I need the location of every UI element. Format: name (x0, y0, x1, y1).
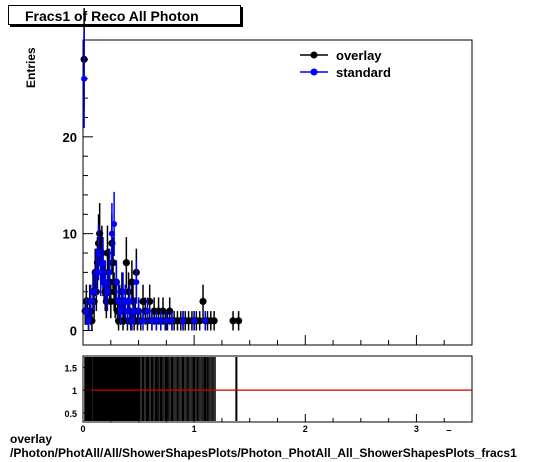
data-point-standard (133, 279, 140, 286)
data-point-standard (180, 317, 187, 324)
data-point-overlay (196, 317, 204, 325)
data-point-standard (168, 317, 175, 324)
ratio-y-tick-label: 1 (72, 386, 77, 396)
data-point-overlay (199, 297, 207, 306)
footer-path: /Photon/PhotAll/All/ShowerShapesPlots/Ph… (10, 446, 517, 460)
data-point-standard (85, 317, 92, 324)
y-tick-label: 10 (63, 227, 77, 242)
data-point-standard (153, 317, 160, 324)
data-point-standard (163, 317, 170, 324)
ratio-x-tick-label: 0 (80, 424, 85, 434)
data-point-standard (113, 279, 120, 286)
ratio-plot-frame (82, 355, 473, 423)
data-point-standard (131, 308, 138, 315)
footer-label: overlay (10, 432, 53, 446)
ratio-x-tick-label: 1 (192, 424, 197, 434)
data-point-standard (87, 298, 94, 305)
data-point-standard (126, 298, 133, 305)
y-tick-label: 0 (70, 323, 77, 338)
data-point-standard (140, 317, 147, 324)
data-point-standard (106, 269, 113, 276)
data-point-standard (135, 308, 142, 315)
data-point-standard (144, 308, 151, 315)
data-point-overlay (122, 259, 130, 267)
data-point-standard (202, 317, 209, 324)
data-point-overlay (109, 259, 117, 267)
x-overflow-mark: ⁻ (446, 427, 452, 439)
data-point-standard (81, 75, 88, 82)
ratio-y-tick-label: 1.5 (64, 363, 77, 373)
legend-label-overlay: overlay (336, 48, 382, 63)
data-point-overlay (128, 278, 136, 286)
data-point-standard (157, 317, 164, 324)
legend-label-standard: standard (336, 65, 391, 80)
data-point-standard (191, 317, 198, 324)
ratio-y-tick-label: 0.5 (64, 409, 77, 419)
data-point-overlay (210, 317, 218, 325)
data-point-overlay (229, 317, 237, 325)
y-tick-label: 20 (63, 130, 77, 145)
legend-marker-overlay (310, 51, 318, 59)
chart-title-box: Fracs1 of Reco All Photon (8, 5, 241, 25)
ratio-x-tick-label: 3 (414, 424, 419, 434)
ratio-x-tick-label: 2 (303, 424, 308, 434)
data-point-overlay (235, 317, 243, 325)
data-point-standard (111, 220, 118, 227)
legend-marker-standard (310, 68, 318, 76)
chart-title: Fracs1 of Reco All Photon (25, 8, 199, 24)
data-point-overlay (124, 288, 133, 296)
data-point-standard (148, 317, 155, 324)
